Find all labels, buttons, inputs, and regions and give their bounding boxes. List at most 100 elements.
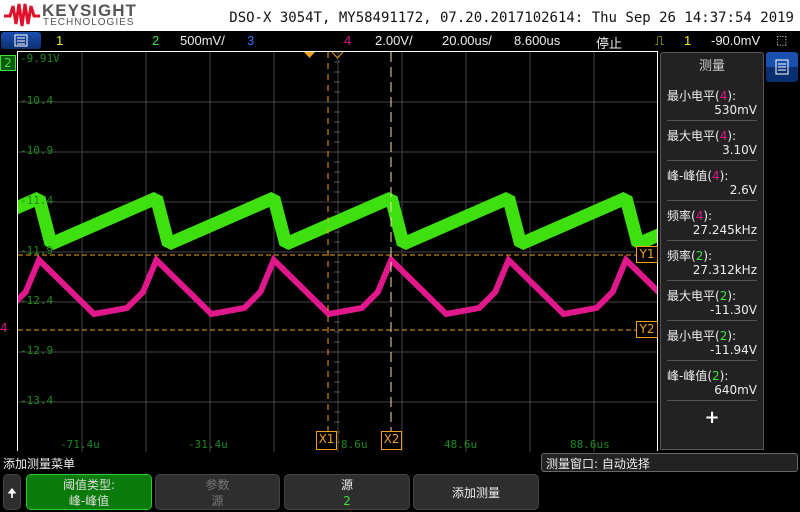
softkey-threshold-type[interactable]: 阈值类型: 峰-峰值 [26,474,152,510]
softkey-add-measurement[interactable]: 添加测量 [413,474,539,510]
header: KEYSIGHT TECHNOLOGIES DSO-X 3054T, MY584… [0,0,800,31]
ch2-label[interactable]: 2 [152,33,160,48]
delay-marker[interactable] [331,51,344,59]
ch4-scale[interactable]: 2.00V/ [375,33,413,48]
ch4-label[interactable]: 4 [344,33,352,48]
measurement-label: 最小电平 [667,329,716,343]
back-button[interactable]: 🠉 [3,474,21,510]
softkey-label: 阈值类型: [62,478,116,492]
measurement-label: 峰-峰值 [667,369,708,383]
y-axis-label: -10.4 [20,94,54,107]
measurement-value: 2.6V [729,183,757,197]
measurement-item[interactable]: 峰-峰值(4): 2.6V [667,161,757,201]
brand-sub: TECHNOLOGIES [43,17,135,28]
measurement-label: 频率 [667,249,692,263]
zoom-select-icon[interactable]: ⬚ [776,33,788,47]
ch4-ground-marker[interactable]: 4 [0,321,8,335]
y-axis-label: -13.4 [20,394,54,407]
cursor-x2[interactable]: X2 [381,431,402,450]
measurement-name: 峰-峰值(4): [667,169,729,183]
measurement-channel: 4 [695,209,704,223]
softkey-value: 2 [343,494,351,508]
measurement-name: 频率(2): [667,249,713,263]
measurement-window-status[interactable]: 测量窗口: 自动选择 [541,453,798,472]
panel-menu-button[interactable] [766,52,798,82]
softkey-label: 源 [340,478,353,492]
y-axis-label: -12.9 [20,344,54,357]
measurement-name: 最小电平(2): [667,329,737,343]
measurement-label: 最大电平 [667,129,716,143]
main-menu-button[interactable] [1,32,41,49]
add-measurement-plus-icon[interactable]: + [704,407,720,428]
softkey-value: 源 [211,494,224,508]
x-axis-label: 8.6u [341,438,368,451]
measurement-value: 27.245kHz [692,223,757,237]
measurement-name: 峰-峰值(2): [667,369,729,383]
ch2-scale[interactable]: 500mV/ [180,33,225,48]
ch3-label[interactable]: 3 [247,33,255,48]
y-axis-label: -9.91V [20,52,60,65]
cursor-y2[interactable]: Y2 [636,321,658,338]
trigger-level[interactable]: -90.0mV [711,33,761,48]
cursor-y1[interactable]: Y1 [636,246,658,263]
ch1-label[interactable]: 1 [56,33,64,48]
softkey-label: 参数 [205,478,230,492]
run-state[interactable]: 停止 [596,36,623,51]
measurement-channel: 2 [719,329,728,343]
brand: KEYSIGHT [42,1,137,20]
measurement-item[interactable]: 峰-峰值(2): 640mV [667,361,757,401]
menu-title: 添加测量菜单 [3,457,76,471]
measurement-value: -11.30V [710,303,757,317]
measurement-value: 530mV [714,103,757,117]
measurement-channel: 2 [719,289,728,303]
measurement-value: 27.312kHz [692,263,757,277]
softkey-label: 添加测量 [451,486,500,500]
measurement-item[interactable]: 最大电平(4): 3.10V [667,121,757,161]
trigger-position-marker[interactable] [304,52,315,58]
measurement-name: 最大电平(2): [667,289,737,303]
measurement-value: 3.10V [722,143,757,157]
up-arrow-icon: 🠉 [7,486,17,500]
x-axis-label: 88.6us [570,438,610,451]
measurement-name: 最大电平(4): [667,129,737,143]
instrument-title: DSO-X 3054T, MY58491172, 07.20.201710261… [229,10,794,26]
trigger-source[interactable]: 1 [684,33,692,48]
x-axis-label: -31.4u [188,438,228,451]
menu-icon [775,59,789,75]
delay[interactable]: 8.600us [514,33,561,48]
measurements-panel: 测量 最小电平(4): 530mV 最大电平(4): 3.10V 峰-峰值(4): 2.6… [660,52,764,450]
trigger-edge-icon: ⎍ [655,33,665,48]
softkey-value: 峰-峰值 [68,494,110,508]
measurement-item[interactable]: 频率(2): 27.312kHz [667,241,757,281]
measurement-value: 640mV [714,383,757,397]
panel-title: 测量 [698,59,725,74]
measurement-label: 最小电平 [667,89,716,103]
status-bar: 1 2 500mV/ 3 4 2.00V/ 20.00us/ 8.600us 停… [0,31,800,51]
measurement-channel: 4 [719,129,728,143]
measurement-item[interactable]: 频率(4): 27.245kHz [667,201,757,241]
measurement-channel: 4 [719,89,728,103]
measurement-item[interactable]: 最大电平(2): -11.30V [667,281,757,321]
keysight-logo-icon [4,3,40,27]
waveform-display[interactable] [0,51,800,452]
x-axis-label: -71.4u [60,438,100,451]
measurement-name: 频率(4): [667,209,713,223]
measurement-label: 频率 [667,209,692,223]
ch2-ground-marker[interactable]: 2 [0,55,16,71]
measurement-item[interactable]: 最小电平(2): -11.94V [667,321,757,361]
measurement-name: 最小电平(4): [667,89,737,103]
measurement-label: 峰-峰值 [667,169,708,183]
measurement-channel: 2 [695,249,704,263]
waveform-grid [0,51,800,452]
measurement-value: -11.94V [710,343,757,357]
measurement-label: 最大电平 [667,289,716,303]
timebase[interactable]: 20.00us/ [442,33,492,48]
menu-icon [14,34,28,47]
softkey-parameter[interactable]: 参数源 [155,474,280,510]
cursor-x1[interactable]: X1 [316,431,337,450]
measurement-channel: 2 [712,369,720,383]
y-axis-label: -11.4 [20,194,54,207]
x-axis-label: 48.6u [444,438,478,451]
measurement-item[interactable]: 最小电平(4): 530mV [667,81,757,121]
